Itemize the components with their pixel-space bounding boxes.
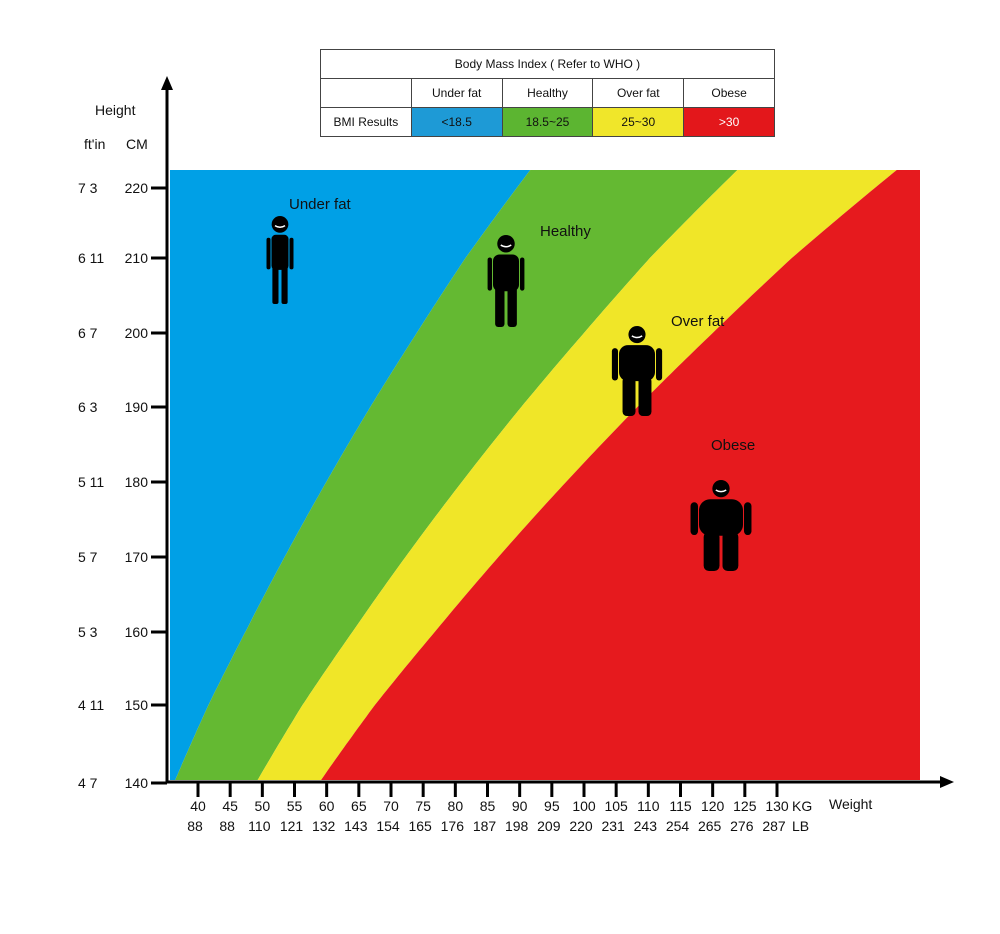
y-tick-label-cm: 220 [125,180,149,196]
x-ticks-group: 40 88 45 88 50 110 55 121 60 132 65 143 70 154 75 165 80… [187,782,789,834]
y-axis-arrow [161,76,173,90]
legend-range-under-fat: <18.5 [410,107,503,137]
zone-label-obese: Obese [711,437,755,454]
zone-under-fat [170,170,531,780]
x-tick-label-kg: 70 [383,798,399,814]
x-tick-label-kg: 40 [190,798,206,814]
x-tick-label-kg: 85 [480,798,496,814]
x-tick-label-kg: 100 [572,798,596,814]
x-tick-label-kg: 75 [415,798,431,814]
x-tick-label-lb: 265 [698,818,722,834]
y-tick-label-ftin: 6 7 [78,325,98,341]
legend-range-obese: >30 [683,107,775,137]
zone-label-healthy: Healthy [540,223,591,240]
x-tick-label-lb: 143 [344,818,368,834]
x-tick-label-lb: 187 [473,818,497,834]
y-tick-label-ftin: 5 3 [78,624,98,640]
y-header-cm: CM [126,136,148,152]
legend-category-obese: Obese [683,78,775,108]
x-tick-label-lb: 198 [505,818,529,834]
x-tick-label-lb: 132 [312,818,336,834]
x-unit-kg: KG [792,798,812,814]
x-tick-label-kg: 130 [765,798,789,814]
zone-label-over-fat: Over fat [671,313,725,330]
x-tick-label-lb: 121 [280,818,304,834]
legend-range-over-fat: 25~30 [592,107,685,137]
zone-labels-group: Under fat Healthy Over fat Obese [289,196,755,454]
y-tick-label-ftin: 6 3 [78,399,98,415]
y-tick-label-ftin: 7 3 [78,180,98,196]
y-tick-label-cm: 140 [125,775,149,791]
legend-row-label: BMI Results [320,107,412,137]
x-tick-label-lb: 243 [634,818,658,834]
x-unit-lb: LB [792,818,809,834]
x-tick-label-lb: 110 [248,818,271,834]
y-tick-label-cm: 180 [125,474,149,490]
y-axis-title: Height [95,102,136,118]
x-tick-label-lb: 209 [537,818,561,834]
x-tick-label-lb: 176 [441,818,465,834]
y-tick-label-cm: 200 [125,325,149,341]
y-tick-label-ftin: 4 7 [78,775,98,791]
x-tick-label-lb: 254 [666,818,690,834]
zones-group [170,170,920,780]
person-icon [611,326,663,416]
y-header-ftin: ft'in [84,136,105,152]
figures-group [266,216,752,571]
legend-empty-cell [320,78,412,108]
y-tick-label-cm: 160 [125,624,149,640]
x-tick-label-lb: 88 [219,818,235,834]
x-tick-label-kg: 120 [701,798,725,814]
y-tick-label-cm: 170 [125,549,149,565]
x-tick-label-kg: 125 [733,798,757,814]
x-tick-label-lb: 287 [762,818,786,834]
axes-group [161,76,954,788]
y-tick-label-cm: 190 [125,399,149,415]
x-tick-label-kg: 110 [637,798,660,814]
x-tick-label-lb: 88 [187,818,203,834]
x-tick-label-kg: 105 [604,798,628,814]
person-icon [487,235,525,327]
x-tick-label-lb: 154 [376,818,400,834]
y-tick-label-ftin: 5 7 [78,549,98,565]
zone-obese [321,170,920,780]
y-tick-label-ftin: 4 11 [78,697,104,713]
x-tick-label-kg: 45 [222,798,238,814]
x-tick-label-lb: 276 [730,818,754,834]
x-tick-label-lb: 220 [569,818,593,834]
y-tick-label-cm: 210 [125,250,149,266]
x-tick-label-kg: 60 [319,798,335,814]
x-tick-label-kg: 90 [512,798,528,814]
x-tick-label-lb: 231 [601,818,625,834]
x-tick-label-kg: 95 [544,798,560,814]
legend-category-healthy: Healthy [501,78,594,108]
y-tick-label-ftin: 5 11 [78,474,104,490]
x-axis-title: Weight [829,796,872,812]
y-ticks-group: 140 4 7 150 4 11 160 5 3 170 5 7 180 5 11 190 6 3 20… [78,180,167,791]
x-tick-label-kg: 65 [351,798,367,814]
y-tick-label-ftin: 6 11 [78,250,104,266]
x-tick-label-kg: 80 [448,798,464,814]
person-icon [266,216,294,304]
x-tick-label-kg: 55 [287,798,303,814]
zone-over-fat [257,170,897,780]
legend-table-title: Body Mass Index ( Refer to WHO ) [320,49,775,79]
bmi-legend-table: Body Mass Index ( Refer to WHO ) Under f… [320,49,775,137]
y-tick-label-cm: 150 [125,697,149,713]
person-icon [690,480,752,571]
zone-healthy [175,170,738,780]
legend-range-healthy: 18.5~25 [501,107,594,137]
x-tick-label-lb: 165 [408,818,432,834]
zone-label-under-fat: Under fat [289,196,352,213]
x-axis-arrow [940,776,954,788]
x-tick-label-kg: 50 [255,798,271,814]
x-tick-label-kg: 115 [669,798,692,814]
